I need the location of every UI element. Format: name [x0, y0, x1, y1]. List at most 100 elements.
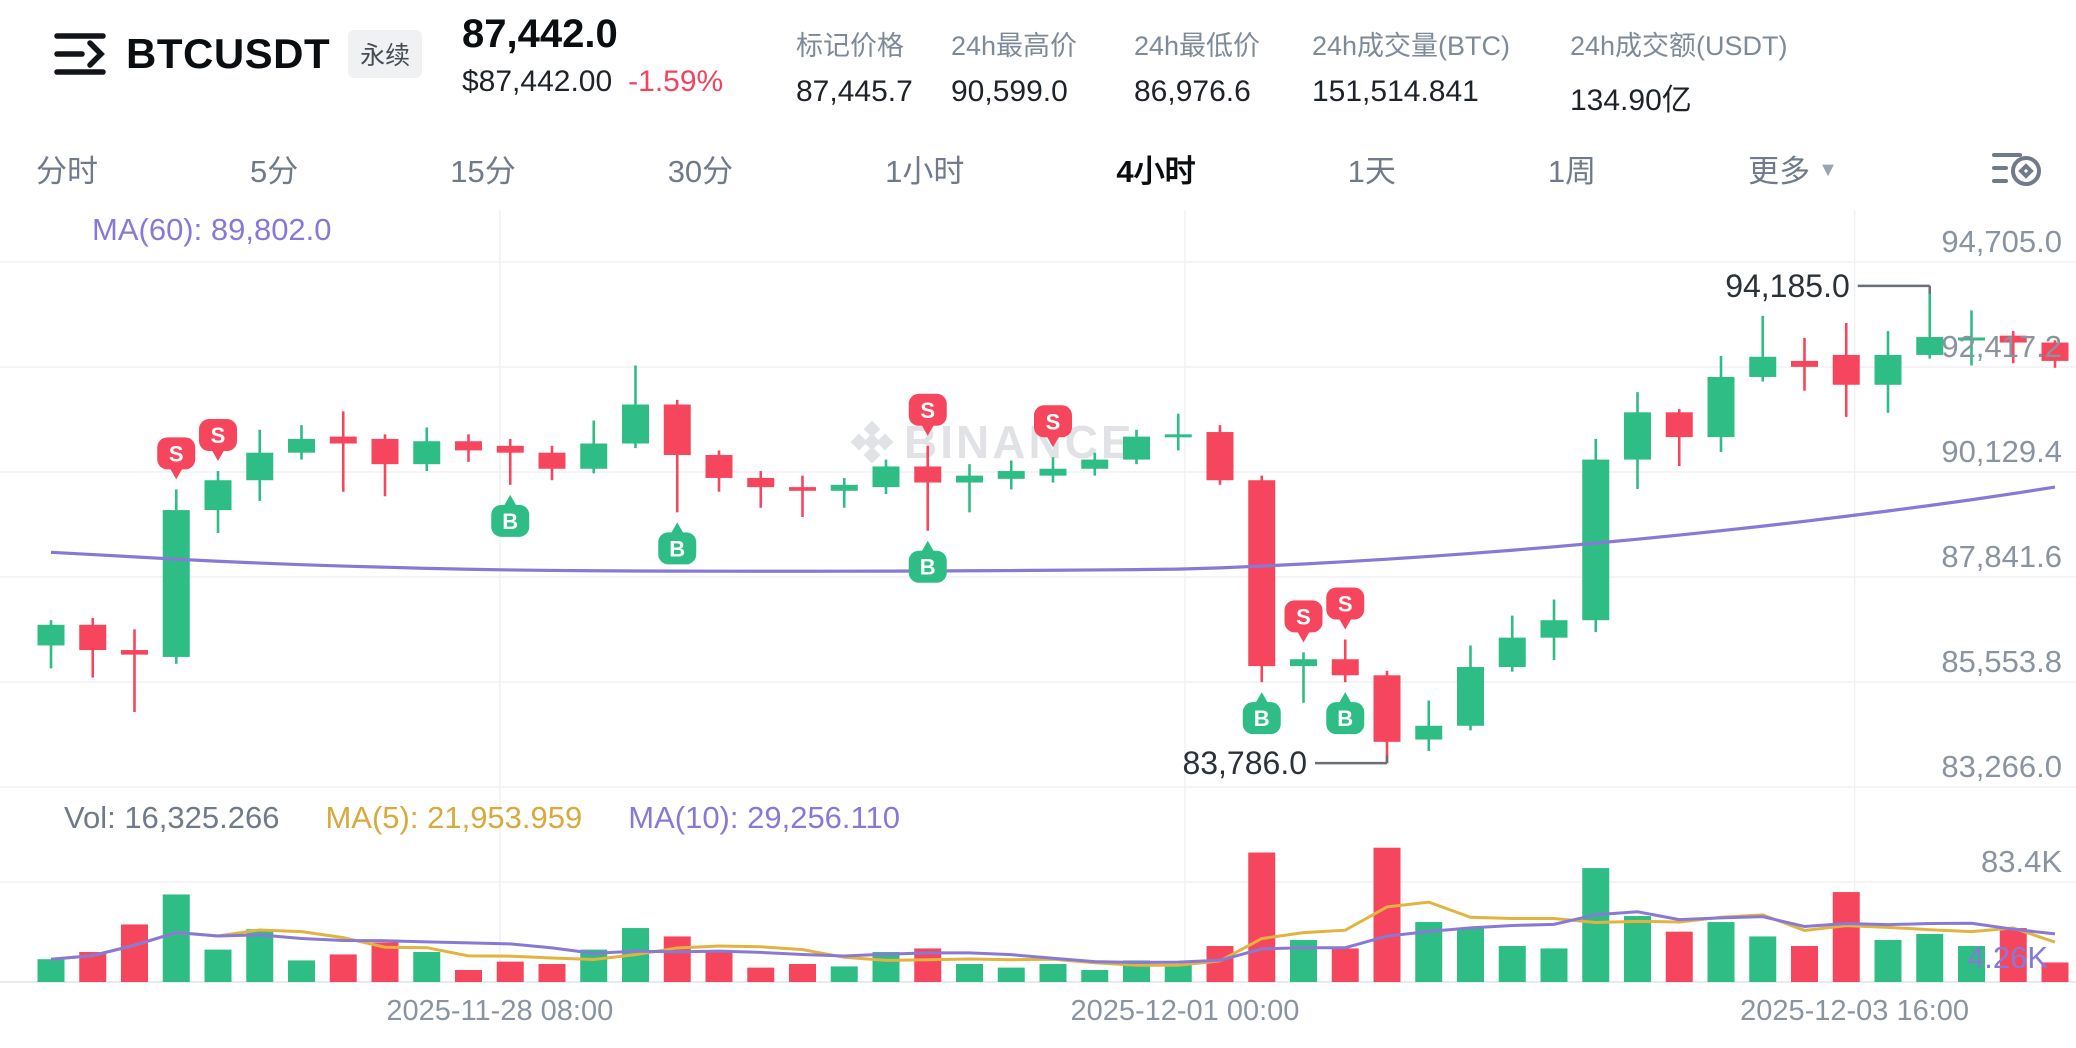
svg-text:B: B	[502, 509, 518, 534]
candle	[1958, 310, 1985, 366]
volume-bar	[1498, 946, 1526, 982]
candle	[747, 471, 775, 508]
candle	[1039, 457, 1067, 483]
volume-bar	[1874, 940, 1902, 982]
time-axis-label: 2025-12-03 16:00	[1740, 995, 1969, 1027]
volume-bar	[997, 967, 1025, 982]
usd-price: $87,442.00	[462, 65, 613, 98]
volume-bar	[1081, 970, 1109, 982]
candle	[1206, 425, 1234, 485]
ma60-line	[50, 485, 2056, 573]
volume-bar	[371, 942, 399, 982]
buy-marker: B	[491, 494, 530, 537]
buy-marker: B	[908, 540, 947, 583]
volume-bar	[956, 964, 983, 982]
symbol-switch-icon[interactable]	[52, 28, 108, 80]
tab-1w[interactable]: 1周	[1547, 153, 1597, 189]
kline-chart-svg[interactable]: BINANCESSBBSBSBSSB94,185.083,786.094,705…	[0, 200, 2076, 1048]
volume-bar	[1999, 928, 2027, 982]
volume-bar	[1665, 931, 1693, 982]
volume-bar	[1373, 847, 1401, 982]
ticker-stats: 标记价格 87,445.7 24h最高价 90,599.0 24h最低价 86,…	[796, 24, 1830, 119]
svg-text:B: B	[1337, 706, 1353, 731]
candle	[1791, 337, 1818, 391]
candle	[1624, 392, 1651, 489]
candle	[1081, 452, 1109, 476]
volume-ma10-label: MA(10): 29,256.110	[628, 800, 900, 835]
time-axis-label: 2025-11-28 08:00	[386, 995, 613, 1027]
sell-marker: S	[1326, 587, 1365, 630]
volume-bar	[1624, 916, 1651, 982]
candle	[1123, 429, 1150, 465]
price-axis-label: 83,266.0	[1941, 749, 2062, 784]
tab-15m[interactable]: 15分	[450, 153, 516, 189]
volume-bar	[1457, 928, 1484, 982]
candle	[413, 427, 441, 472]
candle	[1290, 652, 1317, 703]
volume-bar	[538, 964, 566, 982]
volume-bar	[1582, 868, 1610, 982]
timeframe-tabs: 分时 5分 15分 30分 1小时 4小时 1天 1周 更多 ▼	[36, 138, 2044, 198]
candle	[914, 445, 942, 531]
volume-current-label: 4.26K	[1967, 940, 2048, 975]
symbol-title: BTCUSDT	[126, 30, 331, 77]
candle	[956, 464, 983, 513]
volume-bar	[37, 959, 65, 982]
tab-1d[interactable]: 1天	[1347, 153, 1396, 189]
price-axis-label: 90,129.4	[1941, 434, 2062, 469]
candle	[1373, 670, 1401, 764]
candle	[1248, 475, 1276, 683]
volume-bar	[663, 936, 691, 982]
volume-bar	[830, 966, 858, 982]
change-percent: -1.59%	[628, 65, 724, 98]
chart-settings-icon[interactable]	[1990, 145, 2044, 191]
volume-bar	[455, 970, 482, 982]
volume-bar	[1039, 964, 1067, 982]
stat-24h-low: 24h最低价 86,976.6	[1134, 31, 1261, 108]
candle	[1999, 331, 2027, 364]
candle	[121, 629, 148, 713]
kline-chart-area[interactable]: BINANCE S S B B S B S B S S B 94,185.0 83,786.0 94,705…	[0, 200, 2076, 1048]
contract-type-badge: 永续	[348, 30, 423, 78]
price-axis-label: 92,417.2	[1941, 329, 2062, 364]
candle	[580, 420, 608, 474]
stat-mark-price: 标记价格 87,445.7	[796, 31, 913, 108]
candle	[1582, 438, 1610, 633]
candle	[538, 445, 566, 481]
tab-5m[interactable]: 5分	[249, 153, 299, 189]
price-block: 87,442.0 $87,442.00 -1.59%	[462, 12, 723, 99]
svg-text:94,185.0: 94,185.0	[1725, 268, 1850, 304]
svg-text:B: B	[920, 555, 936, 580]
candle	[622, 365, 649, 449]
tab-timeline[interactable]: 分时	[36, 153, 98, 189]
tab-4h[interactable]: 4小时	[1116, 153, 1196, 189]
price-annotation: 83,786.0	[1182, 745, 1389, 781]
volume-bar	[1832, 892, 1860, 982]
candle	[496, 438, 524, 485]
tab-1h[interactable]: 1小时	[885, 153, 965, 189]
candle	[246, 429, 274, 501]
svg-text:S: S	[211, 423, 226, 448]
sell-marker: S	[1034, 405, 1072, 448]
svg-text:S: S	[169, 441, 184, 466]
volume-ma-line	[50, 910, 2056, 964]
volume-bar	[1916, 934, 1944, 982]
svg-text:B: B	[669, 536, 685, 561]
chevron-down-icon: ▼	[1818, 158, 1838, 181]
candle	[288, 425, 315, 460]
candle	[1832, 323, 1860, 417]
candle	[705, 450, 733, 492]
volume-bar	[789, 964, 816, 982]
candle	[204, 471, 232, 534]
candle	[2041, 340, 2069, 368]
price-axis-label: 87,841.6	[1941, 539, 2062, 574]
volume-bar	[329, 954, 357, 982]
candle	[1415, 700, 1443, 752]
tab-more[interactable]: 更多 ▼	[1748, 153, 1838, 189]
candle	[872, 459, 900, 495]
volume-bar	[872, 952, 900, 982]
candle	[455, 434, 482, 462]
candle	[329, 411, 357, 492]
volume-bar	[1164, 964, 1192, 982]
tab-30m[interactable]: 30分	[667, 153, 734, 189]
